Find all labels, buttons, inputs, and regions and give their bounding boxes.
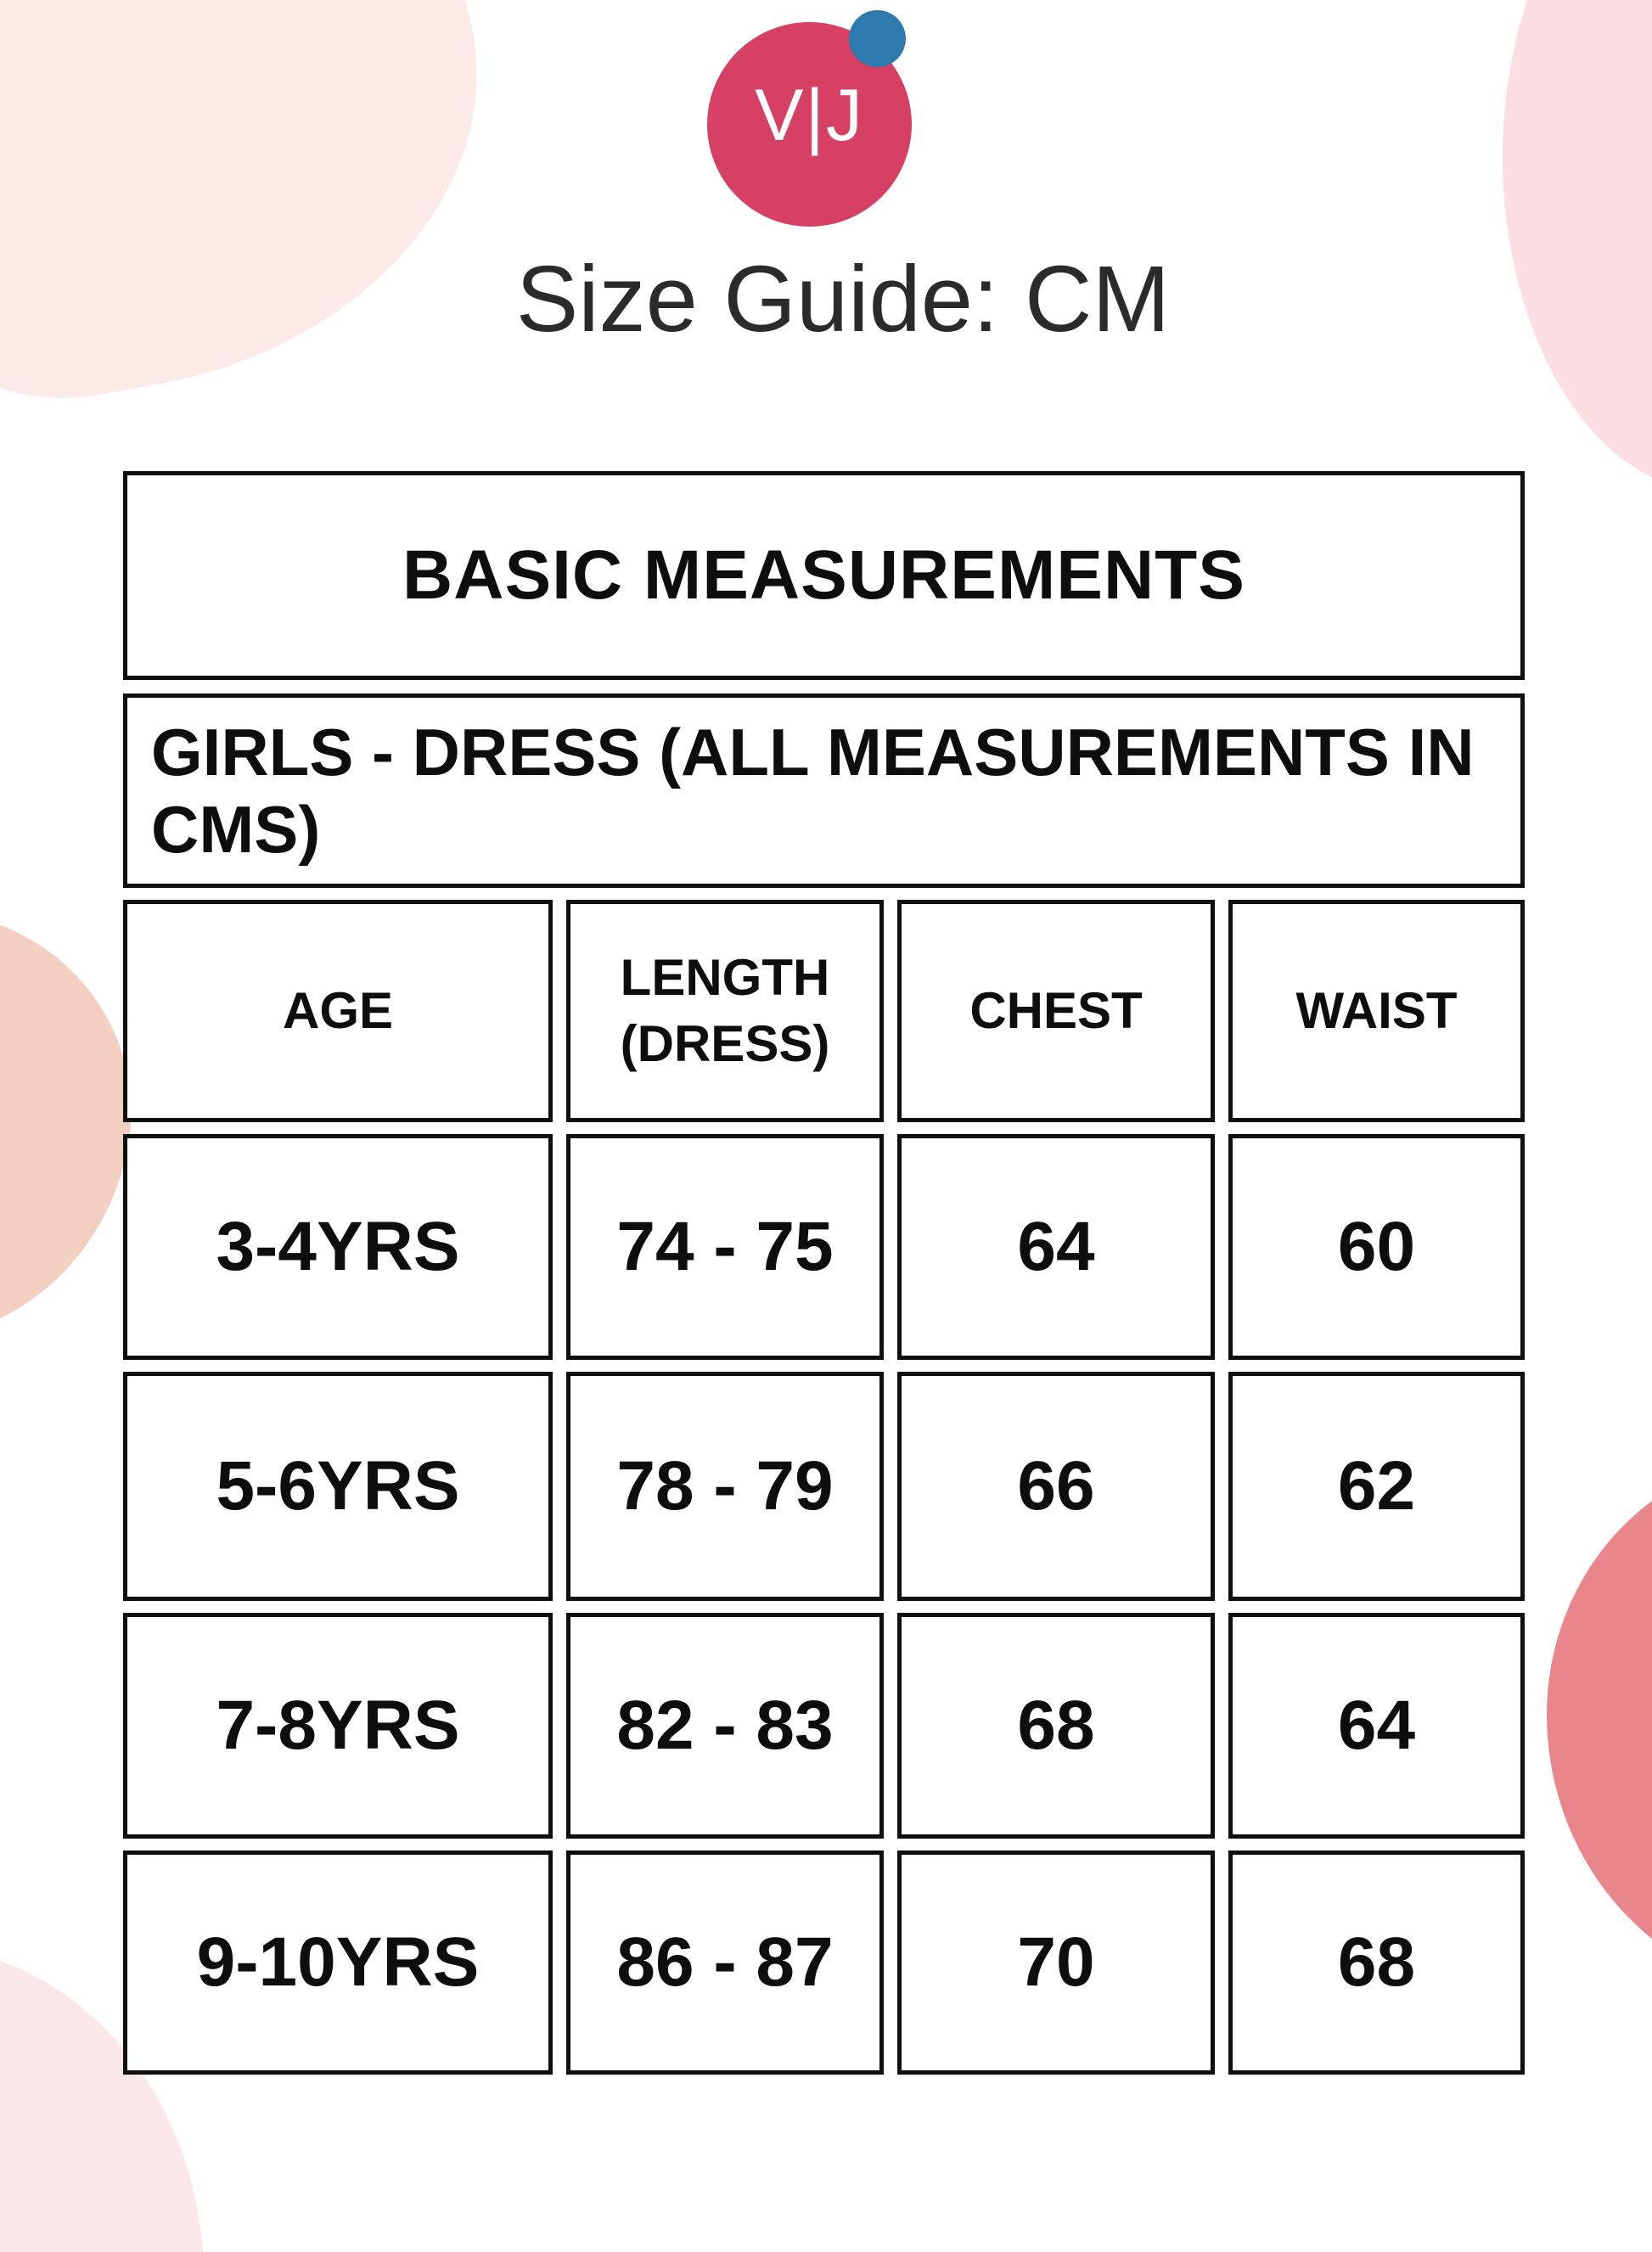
table-cell-length: 82 - 83	[566, 1613, 884, 1839]
column-header-length: LENGTH (DRESS)	[566, 900, 884, 1122]
table-cell-waist: 68	[1228, 1850, 1525, 2075]
table-cell-length: 86 - 87	[566, 1850, 884, 2075]
column-header-waist: WAIST	[1228, 900, 1525, 1122]
table-cell-waist: 62	[1228, 1372, 1525, 1601]
decor-blob-top-left	[0, 0, 524, 435]
table-main-header: BASIC MEASUREMENTS	[123, 471, 1525, 680]
table-cell-age: 9-10YRS	[123, 1850, 553, 2075]
column-header-chest: CHEST	[897, 900, 1215, 1122]
table-cell-waist: 60	[1228, 1134, 1525, 1360]
table-cell-chest: 70	[897, 1850, 1215, 2075]
decor-blob-top-right	[1503, 0, 1652, 492]
measurements-table: AGE LENGTH (DRESS) CHEST WAIST 3-4YRS 74…	[123, 900, 1525, 2075]
table-cell-age: 7-8YRS	[123, 1613, 553, 1839]
brand-monogram: V|J	[755, 75, 864, 156]
table-cell-length: 74 - 75	[566, 1134, 884, 1360]
table-cell-length: 78 - 79	[566, 1372, 884, 1601]
brand-logo-dot-icon	[849, 10, 906, 67]
column-header-age: AGE	[123, 900, 553, 1122]
table-cell-chest: 64	[897, 1134, 1215, 1360]
table-cell-chest: 68	[897, 1613, 1215, 1839]
table-cell-chest: 66	[897, 1372, 1215, 1601]
table-cell-age: 5-6YRS	[123, 1372, 553, 1601]
table-cell-age: 3-4YRS	[123, 1134, 553, 1360]
table-cell-waist: 64	[1228, 1613, 1525, 1839]
table-sub-header: GIRLS - DRESS (ALL MEASUREMENTS IN CMS)	[123, 694, 1525, 888]
decor-blob-bottom-right	[1547, 1453, 1652, 1996]
page-title: Size Guide: CM	[515, 247, 1171, 351]
